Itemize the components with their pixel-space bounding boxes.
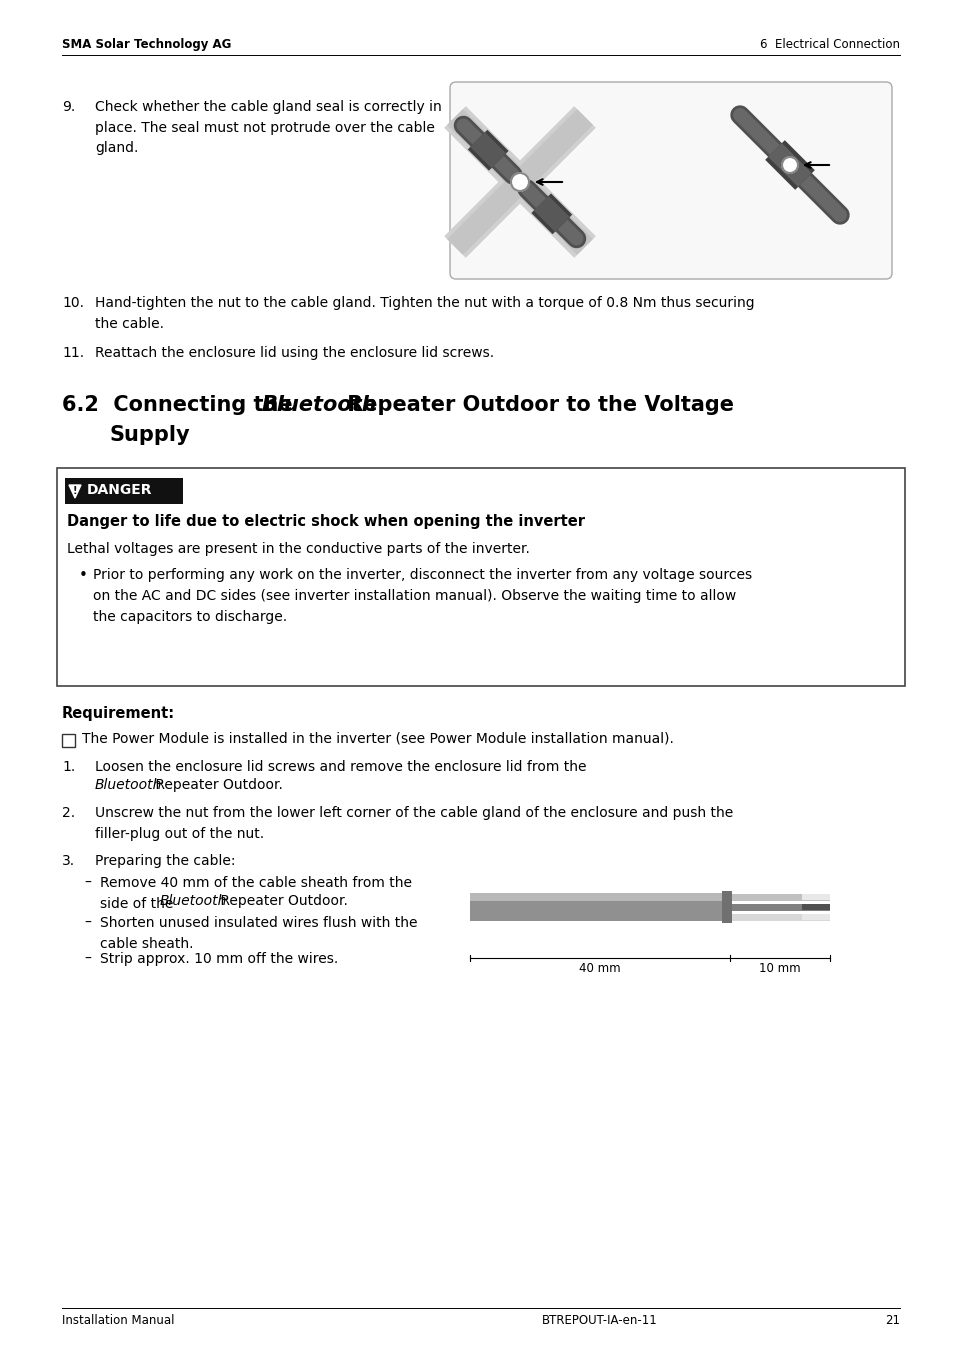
Text: Check whether the cable gland seal is correctly in
place. The seal must not prot: Check whether the cable gland seal is co… [95,100,441,155]
Text: 9.: 9. [62,100,75,114]
Text: Requirement:: Requirement: [62,706,175,721]
Text: 3.: 3. [62,854,75,868]
Bar [729,914,829,921]
Text: 40 mm: 40 mm [578,963,620,975]
Text: 1.: 1. [62,760,75,773]
Text: 10.: 10. [62,296,84,310]
Text: 6  Electrical Connection: 6 Electrical Connection [760,38,899,51]
Text: –: – [84,952,91,965]
Text: •: • [79,568,88,583]
Text: –: – [84,917,91,930]
Text: Remove 40 mm of the cable sheath from the
side of the: Remove 40 mm of the cable sheath from th… [100,876,412,911]
Text: Danger to life due to electric shock when opening the inverter: Danger to life due to electric shock whe… [67,514,584,529]
Text: !: ! [72,485,77,496]
Text: 6.2  Connecting the: 6.2 Connecting the [62,395,299,415]
Text: Unscrew the nut from the lower left corner of the cable gland of the enclosure a: Unscrew the nut from the lower left corn… [95,806,733,841]
Text: Shorten unused insulated wires flush with the
cable sheath.: Shorten unused insulated wires flush wit… [100,917,417,952]
Bar [801,894,829,900]
Bar [801,914,829,919]
Text: 11.: 11. [62,346,84,360]
Text: Repeater Outdoor.: Repeater Outdoor. [151,777,283,792]
Text: Lethal voltages are present in the conductive parts of the inverter.: Lethal voltages are present in the condu… [67,542,529,556]
Text: Bluetooth: Bluetooth [95,777,162,792]
Bar [721,891,731,923]
Text: SMA Solar Technology AG: SMA Solar Technology AG [62,38,232,51]
Text: Reattach the enclosure lid using the enclosure lid screws.: Reattach the enclosure lid using the enc… [95,346,494,360]
Text: Bluetooth: Bluetooth [262,395,377,415]
Text: Preparing the cable:: Preparing the cable: [95,854,235,868]
Text: BTREPOUT-IA-en-11: BTREPOUT-IA-en-11 [541,1314,658,1328]
Text: Bluetooth: Bluetooth [160,894,227,909]
Polygon shape [69,485,81,498]
Text: Prior to performing any work on the inverter, disconnect the inverter from any v: Prior to performing any work on the inve… [92,568,751,625]
Text: 10 mm: 10 mm [759,963,800,975]
Text: 2.: 2. [62,806,75,821]
Circle shape [781,157,797,173]
Text: Repeater Outdoor.: Repeater Outdoor. [215,894,348,909]
Text: Strip approx. 10 mm off the wires.: Strip approx. 10 mm off the wires. [100,952,338,965]
Bar [729,894,829,900]
Text: Hand-tighten the nut to the cable gland. Tighten the nut with a torque of 0.8 Nm: Hand-tighten the nut to the cable gland.… [95,296,754,331]
Bar [62,734,75,748]
Bar [65,479,183,504]
Bar [57,468,904,685]
Text: Loosen the enclosure lid screws and remove the enclosure lid from the: Loosen the enclosure lid screws and remo… [95,760,586,773]
Text: 21: 21 [884,1314,899,1328]
Text: Installation Manual: Installation Manual [62,1314,174,1328]
Bar [801,904,829,910]
Text: –: – [84,876,91,890]
Text: The Power Module is installed in the inverter (see Power Module installation man: The Power Module is installed in the inv… [82,731,673,746]
Text: Repeater Outdoor to the Voltage: Repeater Outdoor to the Voltage [339,395,733,415]
Bar [470,894,729,900]
Circle shape [511,173,529,191]
Text: DANGER: DANGER [87,483,152,498]
Bar [470,894,729,921]
FancyBboxPatch shape [450,82,891,279]
Text: Supply: Supply [110,425,191,445]
Bar [729,904,829,911]
